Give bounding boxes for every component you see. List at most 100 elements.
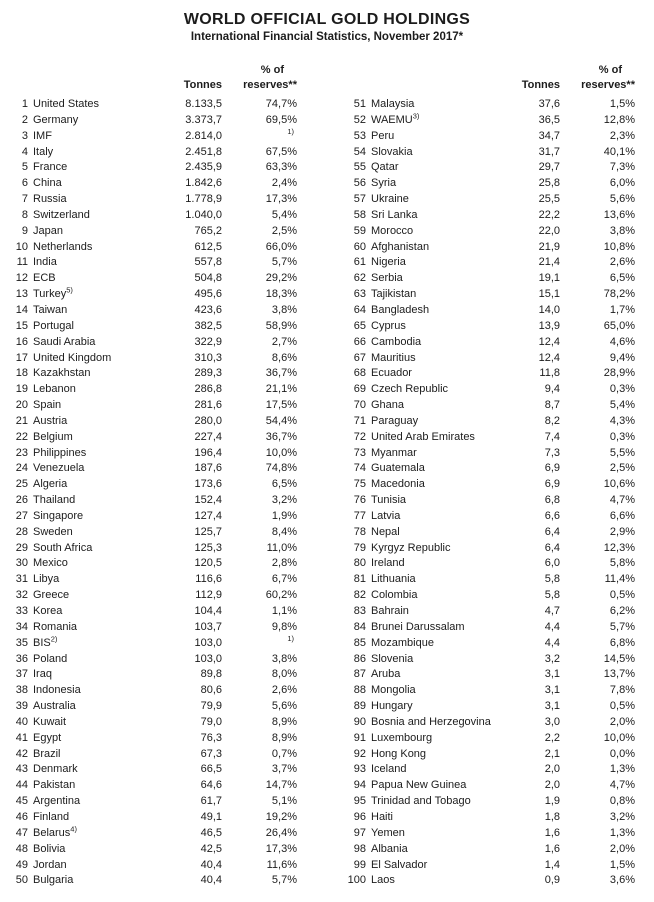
pct-reserves-value: 6,0% xyxy=(609,177,635,190)
table-row: 19 Lebanon 286,8 21,1% xyxy=(0,382,297,398)
row-rank: 82 xyxy=(353,589,366,602)
country-name: Indonesia xyxy=(33,684,81,697)
pct-of-header: % of xyxy=(598,64,622,76)
pct-reserves-value: 18,3% xyxy=(265,288,297,301)
reserves-header: reserves** xyxy=(581,79,635,91)
table-row: 83 Bahrain 4,7 6,2% xyxy=(338,604,635,620)
table-row: 22 Belgium 227,4 36,7% xyxy=(0,430,297,446)
table-row: 85 Mozambique 4,4 6,8% xyxy=(338,636,635,652)
row-rank: 67 xyxy=(353,351,366,364)
row-rank: 38 xyxy=(15,684,28,697)
row-rank: 9 xyxy=(21,224,28,237)
table-row: 47 Belarus4) 46,5 26,4% xyxy=(0,824,297,842)
pct-reserves-value: 2,3% xyxy=(609,129,635,142)
tonnes-value: 125,7 xyxy=(194,525,222,538)
tonnes-value: 34,7 xyxy=(538,129,560,142)
tonnes-value: 12,4 xyxy=(538,335,560,348)
row-rank: 85 xyxy=(353,636,366,649)
row-rank: 69 xyxy=(353,383,366,396)
tonnes-value: 80,6 xyxy=(200,684,222,697)
country-name: Mexico xyxy=(33,557,68,570)
country-name: Sri Lanka xyxy=(371,208,418,221)
tonnes-value: 3,1 xyxy=(544,700,560,713)
table-row: 62 Serbia 19,1 6,5% xyxy=(338,271,635,287)
pct-reserves-value: 67,5% xyxy=(265,145,297,158)
row-rank: 17 xyxy=(15,351,28,364)
table-row: 5 France 2.435,9 63,3% xyxy=(0,160,297,176)
country-name: Mozambique xyxy=(371,636,434,649)
country-name: Japan xyxy=(33,224,63,237)
row-rank: 14 xyxy=(15,303,28,316)
row-rank: 19 xyxy=(15,383,28,396)
row-rank: 80 xyxy=(353,557,366,570)
country-name: Brunei Darussalam xyxy=(371,620,465,633)
table-row: 80 Ireland 6,0 5,8% xyxy=(338,556,635,572)
pct-reserves-value: 5,7% xyxy=(271,256,297,269)
pct-reserves-value: 5,6% xyxy=(609,193,635,206)
tonnes-value: 127,4 xyxy=(194,509,222,522)
table-row: 40 Kuwait 79,0 8,9% xyxy=(0,715,297,731)
country-name: Venezuela xyxy=(33,462,85,475)
tonnes-value: 22,0 xyxy=(538,224,560,237)
pct-reserves-value: 4,3% xyxy=(609,414,635,427)
country-name: El Salvador xyxy=(371,858,428,871)
row-rank: 62 xyxy=(353,272,366,285)
country-name: Spain xyxy=(33,399,62,412)
table-row: 15 Portugal 382,5 58,9% xyxy=(0,319,297,335)
table-row: 100 Laos 0,9 3,6% xyxy=(338,873,635,889)
country-name: Algeria xyxy=(33,478,68,491)
footnote-marker: 4) xyxy=(70,824,77,834)
pct-reserves-value: 0,8% xyxy=(609,795,635,808)
country-name: Peru xyxy=(371,129,395,142)
table-row: 42 Brazil 67,3 0,7% xyxy=(0,747,297,763)
row-rank: 27 xyxy=(15,509,28,522)
pct-reserves-value: 1) xyxy=(222,128,297,145)
country-name: Singapore xyxy=(33,509,84,522)
tonnes-value: 61,7 xyxy=(200,795,222,808)
pct-reserves-value: 78,2% xyxy=(603,288,635,301)
tonnes-value: 19,1 xyxy=(538,272,560,285)
tonnes-value: 103,0 xyxy=(194,636,222,649)
pct-reserves-value: 2,4% xyxy=(271,177,297,190)
pct-reserves-value: 26,4% xyxy=(265,826,297,839)
country-name: Bangladesh xyxy=(371,303,430,316)
row-rank: 46 xyxy=(15,810,28,823)
tonnes-value: 3,2 xyxy=(544,652,560,665)
pct-reserves-value: 3,8% xyxy=(271,652,297,665)
row-rank: 42 xyxy=(15,747,28,760)
tonnes-value: 67,3 xyxy=(200,747,222,760)
country-name: Mauritius xyxy=(371,351,416,364)
tonnes-value: 21,9 xyxy=(538,240,560,253)
country-name: France xyxy=(33,161,68,174)
row-rank: 99 xyxy=(353,858,366,871)
country-name: Aruba xyxy=(371,668,401,681)
pct-reserves-value: 1,9% xyxy=(271,509,297,522)
country-name: Trinidad and Tobago xyxy=(371,795,471,808)
pct-reserves-value: 17,5% xyxy=(265,399,297,412)
pct-reserves-value: 36,7% xyxy=(265,367,297,380)
row-rank: 43 xyxy=(15,763,28,776)
tonnes-value: 40,4 xyxy=(200,874,222,887)
row-rank: 73 xyxy=(353,446,366,459)
table-row: 33 Korea 104,4 1,1% xyxy=(0,604,297,620)
row-rank: 78 xyxy=(353,525,366,538)
tonnes-value: 22,2 xyxy=(538,208,560,221)
row-rank: 89 xyxy=(353,700,366,713)
row-rank: 100 xyxy=(347,874,366,887)
table-row: 89 Hungary 3,1 0,5% xyxy=(338,699,635,715)
tonnes-value: 152,4 xyxy=(194,494,222,507)
tonnes-value: 3,1 xyxy=(544,684,560,697)
tonnes-value: 103,7 xyxy=(194,620,222,633)
table-row: 12 ECB 504,8 29,2% xyxy=(0,271,297,287)
pct-reserves-value: 65,0% xyxy=(603,319,635,332)
table-row: 11 India 557,8 5,7% xyxy=(0,255,297,271)
table-row: 35 BIS2) 103,0 1) xyxy=(0,635,297,652)
country-name: Jordan xyxy=(33,858,67,871)
country-name: Belarus4) xyxy=(33,824,77,839)
country-name: Tajikistan xyxy=(371,288,417,301)
country-name: Pakistan xyxy=(33,779,76,792)
country-name: Korea xyxy=(33,605,63,617)
table-row: 21 Austria 280,0 54,4% xyxy=(0,414,297,430)
pct-reserves-value: 10,0% xyxy=(603,731,635,744)
pct-reserves-value: 29,2% xyxy=(265,272,297,285)
